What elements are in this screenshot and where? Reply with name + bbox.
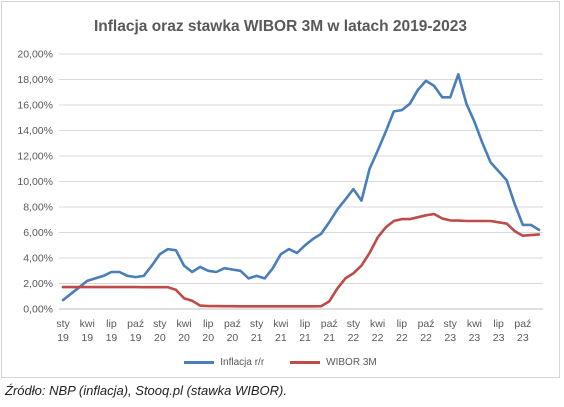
x-tick-label: paź	[514, 318, 531, 330]
x-tick-label: 20	[202, 332, 214, 344]
x-tick-label: 20	[154, 332, 166, 344]
x-tick-label: 21	[323, 332, 335, 344]
x-tick-label: 19	[81, 332, 93, 344]
x-tick-label: kwi	[370, 318, 385, 330]
x-tick-label: 22	[348, 332, 360, 344]
x-tick-label: 23	[469, 332, 481, 344]
x-tick-label: 20	[178, 332, 190, 344]
x-tick-label: kwi	[273, 318, 288, 330]
chart-title: Inflacja oraz stawka WIBOR 3M w latach 2…	[93, 18, 467, 35]
x-tick-label: 21	[299, 332, 311, 344]
legend-label-wibor: WIBOR 3M	[326, 357, 377, 368]
x-tick-label: 19	[57, 332, 69, 344]
x-tick-label: sty	[250, 318, 264, 330]
x-tick-label: lip	[203, 318, 214, 330]
y-tick-label: 18,00%	[17, 74, 53, 86]
x-tick-label: 21	[251, 332, 263, 344]
x-tick-label: sty	[444, 318, 458, 330]
x-tick-label: lip	[397, 318, 408, 330]
x-tick-label: 23	[444, 332, 456, 344]
y-tick-label: 4,00%	[23, 253, 53, 265]
x-tick-label: 22	[396, 332, 408, 344]
y-tick-label: 0,00%	[23, 304, 53, 316]
x-tick-label: sty	[347, 318, 361, 330]
x-tick-label: kwi	[80, 318, 95, 330]
x-tick-label: kwi	[467, 318, 482, 330]
x-tick-label: lip	[106, 318, 117, 330]
x-tick-label: 22	[372, 332, 384, 344]
x-tick-label: 19	[130, 332, 142, 344]
x-tick-label: 23	[493, 332, 505, 344]
chart-frame: Inflacja oraz stawka WIBOR 3M w latach 2…	[1, 1, 560, 378]
x-tick-label: kwi	[176, 318, 191, 330]
series-line-1	[61, 212, 541, 308]
source-note: Źródło: NBP (inflacja), Stooq.pl (stawka…	[5, 383, 287, 398]
y-tick-label: 10,00%	[17, 176, 53, 188]
x-tick-label: 23	[517, 332, 529, 344]
x-tick-label: paź	[127, 318, 144, 330]
x-tick-label: paź	[418, 318, 435, 330]
y-tick-label: 16,00%	[17, 100, 53, 112]
legend-swatch-inflacja	[184, 361, 215, 364]
y-tick-label: 14,00%	[17, 125, 53, 137]
x-tick-label: lip	[300, 318, 311, 330]
legend-item-wibor: WIBOR 3M	[290, 357, 377, 368]
x-tick-label: 21	[275, 332, 287, 344]
legend-item-inflacja: Inflacja r/r	[184, 357, 264, 368]
chart-legend: Inflacja r/r WIBOR 3M	[2, 357, 559, 368]
y-tick-label: 20,00%	[17, 49, 53, 61]
line-chart: 0,00% 2,00% 4,00% 6,00% 8,00% 10,00% 12,00% 14,…	[17, 49, 543, 344]
y-tick-label: 12,00%	[17, 151, 53, 163]
x-tick-label: 20	[227, 332, 239, 344]
x-tick-label: paź	[224, 318, 241, 330]
x-tick-label: sty	[153, 318, 167, 330]
x-tick-label: 19	[106, 332, 118, 344]
x-tick-label: sty	[56, 318, 70, 330]
series-line-0	[61, 73, 541, 302]
x-tick-label: paź	[321, 318, 338, 330]
legend-label-inflacja: Inflacja r/r	[220, 357, 265, 368]
y-tick-label: 8,00%	[23, 202, 53, 214]
legend-swatch-wibor	[290, 361, 321, 364]
x-tick-label: lip	[493, 318, 504, 330]
y-tick-label: 2,00%	[23, 278, 53, 290]
y-tick-label: 6,00%	[23, 227, 53, 239]
x-tick-label: 22	[420, 332, 432, 344]
